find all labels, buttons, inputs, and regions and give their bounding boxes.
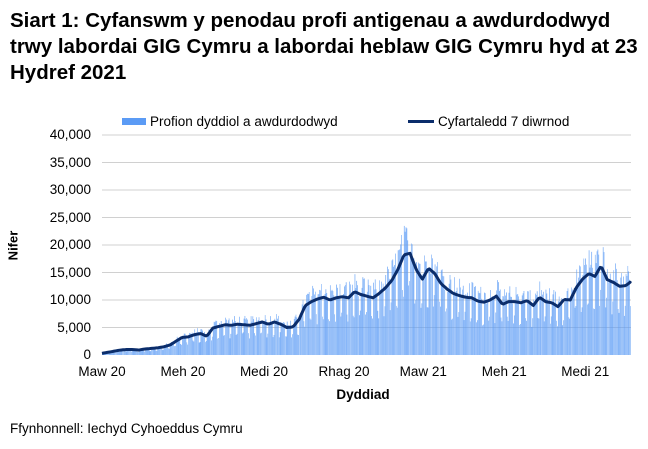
y-tick-label: 15,000 (49, 264, 91, 280)
x-tick-label: Maw 20 (78, 364, 126, 379)
y-tick-label: 20,000 (49, 237, 91, 252)
y-tick-label: 10,000 (49, 292, 91, 307)
x-axis-label: Dyddiad (336, 387, 390, 402)
chart-title: Siart 1: Cyfanswm y penodau profi antige… (10, 9, 638, 84)
y-tick-label: 5,000 (57, 319, 91, 335)
y-axis-label: Nifer (5, 230, 21, 261)
source-note: Ffynhonnell: Iechyd Cyhoeddus Cymru (10, 421, 243, 436)
legend-item-bars: Profion dyddiol a awdurdodwyd (122, 114, 338, 129)
legend-item-line: Cyfartaledd 7 diwrnod (408, 114, 569, 129)
x-tick-label: Meh 21 (481, 364, 527, 379)
y-tick-label: 40,000 (49, 127, 91, 142)
seven-day-average-line (101, 251, 632, 355)
legend-label-bars: Profion dyddiol a awdurdodwyd (150, 114, 338, 129)
y-tick-label: 35,000 (49, 154, 91, 170)
daily-bars (102, 225, 631, 355)
legend: Profion dyddiol a awdurdodwyd Cyfartaled… (0, 112, 648, 132)
x-tick-label: Meh 20 (160, 364, 206, 379)
x-tick-label: Medi 21 (561, 364, 610, 379)
y-tick-label: 0 (83, 347, 91, 362)
bar-swatch-icon (122, 118, 146, 125)
x-tick-label: Maw 21 (399, 364, 447, 379)
y-tick-label: 25,000 (49, 209, 91, 225)
legend-label-line: Cyfartaledd 7 diwrnod (438, 114, 570, 129)
line-swatch-icon (408, 120, 434, 123)
x-tick-label: Rhag 20 (318, 364, 370, 379)
y-tick-label: 30,000 (49, 182, 91, 197)
x-tick-label: Medi 20 (239, 364, 288, 379)
